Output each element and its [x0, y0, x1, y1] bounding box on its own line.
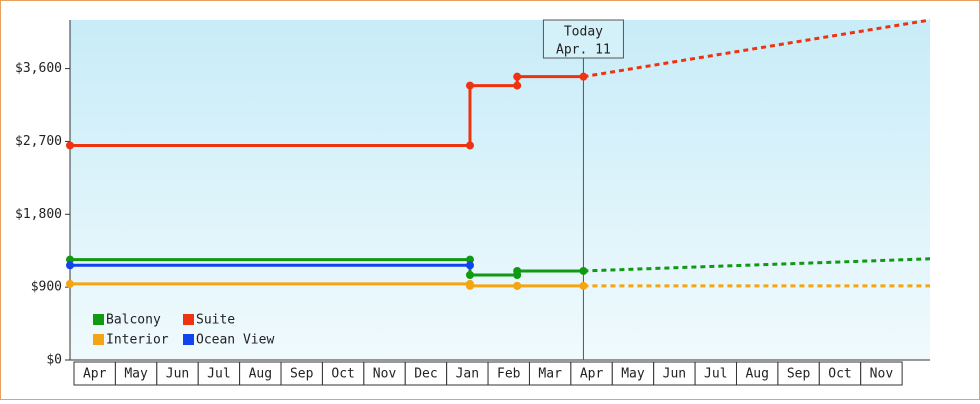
y-tick-label: $2,700 [15, 134, 62, 149]
point [513, 72, 522, 81]
forecast-line [583, 257, 931, 273]
today-box [542, 19, 624, 59]
point [579, 266, 588, 275]
x-tick-label: Jan [456, 367, 479, 382]
x-tick-label: Apr [580, 367, 604, 382]
legend-swatch [183, 314, 194, 325]
point [579, 72, 588, 81]
point [66, 255, 74, 264]
legend-swatch [183, 334, 194, 345]
today-label: Today [564, 25, 603, 40]
series-line [70, 75, 584, 147]
x-tick-label: Aug [745, 367, 768, 382]
legend-swatch [93, 314, 104, 325]
legend-swatch [93, 334, 104, 345]
point [66, 261, 74, 270]
legend-label: Interior [106, 333, 169, 348]
point [465, 281, 474, 290]
x-tick-label: Jul [207, 367, 230, 382]
x-tick-label: Dec [414, 367, 437, 382]
point [513, 281, 522, 290]
y-tick-label: $900 [31, 280, 62, 295]
point [513, 81, 522, 90]
x-tick-cell [860, 361, 903, 386]
x-tick-label: Nov [870, 367, 894, 382]
point [513, 266, 522, 275]
today-date: Apr. 11 [556, 43, 611, 58]
x-tick-label: Mar [538, 367, 562, 382]
legend-label: Ocean View [196, 333, 274, 348]
point [465, 261, 474, 270]
x-tick-label: Oct [828, 367, 851, 382]
x-tick-label: May [124, 367, 148, 382]
point [465, 271, 474, 279]
legend-label: Balcony [106, 313, 161, 328]
legend-label: Suite [196, 313, 235, 328]
x-tick-label: Oct [331, 367, 354, 382]
x-tick-label: Sep [290, 367, 314, 382]
x-tick-label: Apr [83, 367, 107, 382]
point [66, 141, 74, 150]
point [66, 279, 74, 288]
x-tick-label: Jun [663, 367, 686, 382]
y-tick-label: $0 [46, 353, 62, 368]
x-tick-label: Aug [249, 367, 272, 382]
y-tick-label: $3,600 [15, 61, 62, 76]
x-tick-label: Sep [787, 367, 811, 382]
x-tick-label: Nov [373, 367, 397, 382]
plot-area [70, 20, 930, 360]
x-tick-label: Feb [497, 367, 521, 382]
x-tick-label: May [621, 367, 645, 382]
point [465, 255, 474, 264]
y-tick-label: $1,800 [15, 207, 62, 222]
x-tick-label: Jun [166, 367, 189, 382]
x-tick-label: Jul [704, 367, 727, 382]
point [579, 281, 588, 290]
forecast-line [583, 18, 931, 79]
point [465, 81, 474, 90]
point [465, 141, 474, 150]
series-line [70, 258, 584, 277]
